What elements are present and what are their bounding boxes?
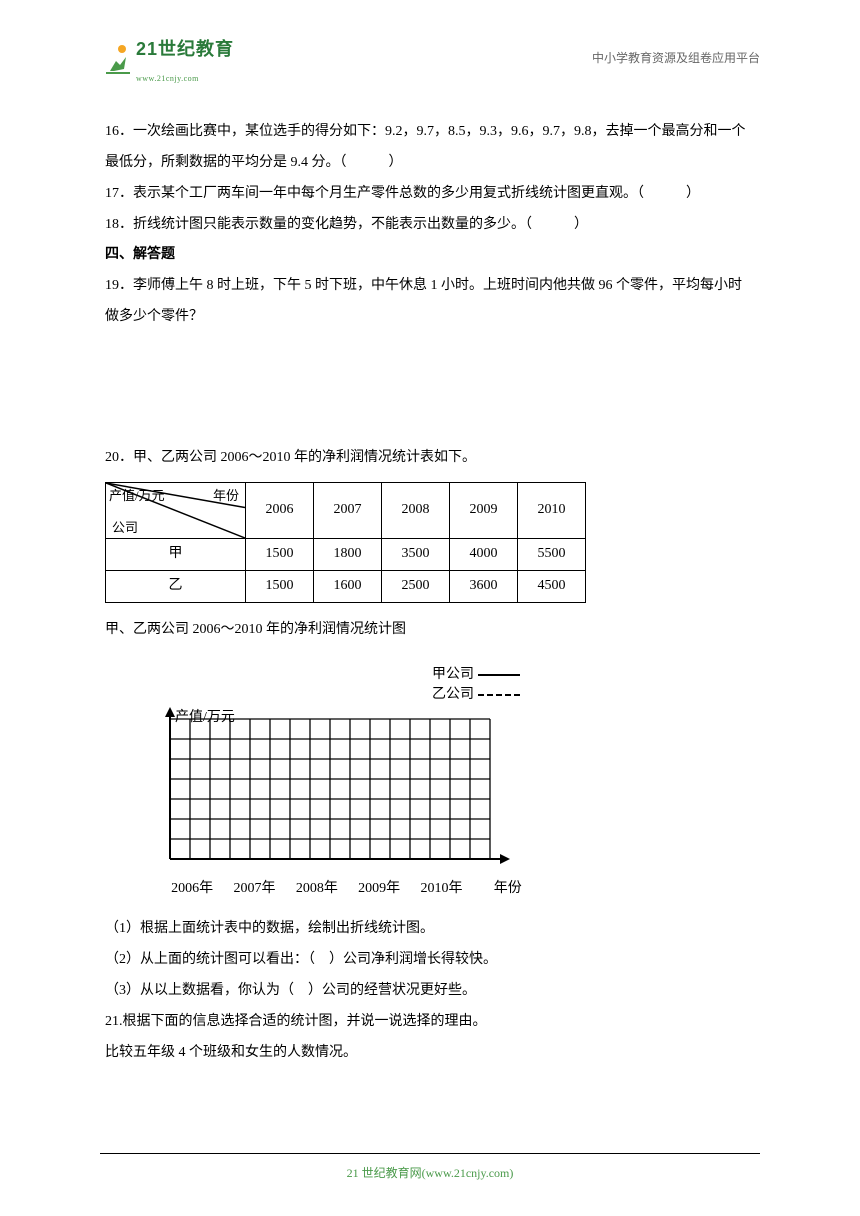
question-18: 18．折线统计图只能表示数量的变化趋势，不能表示出数量的多少。（ ） bbox=[105, 210, 755, 241]
data-cell: 4500 bbox=[518, 570, 586, 602]
y-axis-title: 产值/万元 bbox=[175, 703, 235, 734]
question-21-sub: 比较五年级 4 个班级和女生的人数情况。 bbox=[105, 1038, 755, 1069]
data-cell: 4000 bbox=[450, 538, 518, 570]
legend-a-label: 甲公司 bbox=[432, 665, 474, 685]
year-cell: 2007 bbox=[314, 482, 382, 538]
x-axis-labels: 2006年 2007年 2008年 2009年 2010年 年份 bbox=[115, 874, 535, 905]
footer-text: 21 世纪教育网(www.21cnjy.com) bbox=[347, 1166, 514, 1180]
year-cell: 2008 bbox=[382, 482, 450, 538]
legend-solid-line-icon bbox=[478, 674, 520, 676]
footer-divider bbox=[100, 1153, 760, 1154]
question-16: 16．一次绘画比赛中，某位选手的得分如下：9.2，9.7，8.5，9.3，9.6… bbox=[105, 117, 755, 179]
header-right-text: 中小学教育资源及组卷应用平台 bbox=[592, 45, 760, 71]
year-cell: 2010 bbox=[518, 482, 586, 538]
hdr-year: 年份 bbox=[213, 489, 239, 502]
logo-url: www.21cnjy.com bbox=[136, 70, 234, 88]
hdr-company: 公司 bbox=[112, 521, 138, 534]
x-tick: 2009年 bbox=[352, 874, 406, 905]
row-b-label: 乙 bbox=[106, 570, 246, 602]
legend-b-label: 乙公司 bbox=[432, 685, 474, 705]
question-19: 19．李师傅上午 8 时上班，下午 5 时下班，中午休息 1 小时。上班时间内他… bbox=[105, 271, 755, 333]
data-cell: 3500 bbox=[382, 538, 450, 570]
runner-icon bbox=[100, 41, 136, 77]
data-cell: 5500 bbox=[518, 538, 586, 570]
data-cell: 1600 bbox=[314, 570, 382, 602]
chart-legend: 甲公司 乙公司 bbox=[115, 665, 520, 704]
x-tick: 2010年 bbox=[414, 874, 468, 905]
x-axis-title: 年份 bbox=[481, 874, 535, 905]
question-20-3: （3）从以上数据看，你认为（ ）公司的经营状况更好些。 bbox=[105, 976, 755, 1007]
legend-dashed-line-icon bbox=[478, 694, 520, 696]
question-21: 21.根据下面的信息选择合适的统计图，并说一说选择的理由。 bbox=[105, 1007, 755, 1038]
year-cell: 2006 bbox=[246, 482, 314, 538]
logo: 21世纪教育 www.21cnjy.com bbox=[100, 30, 234, 87]
data-cell: 1500 bbox=[246, 538, 314, 570]
logo-title: 21世纪教育 bbox=[136, 30, 234, 70]
chart-caption: 甲、乙两公司 2006～2010 年的净利润情况统计图 bbox=[105, 615, 755, 646]
row-a-label: 甲 bbox=[106, 538, 246, 570]
section-4-title: 四、解答题 bbox=[105, 240, 755, 271]
data-cell: 3600 bbox=[450, 570, 518, 602]
x-tick: 2006年 bbox=[165, 874, 219, 905]
question-17: 17．表示某个工厂两车间一年中每个月生产零件总数的多少用复式折线统计图更直观。（… bbox=[105, 179, 755, 210]
year-cell: 2009 bbox=[450, 482, 518, 538]
chart-area: 产值/万元 5000 4000 3000 2000 1000 0 bbox=[115, 707, 535, 905]
data-cell: 1500 bbox=[246, 570, 314, 602]
page-header: 21世纪教育 www.21cnjy.com 中小学教育资源及组卷应用平台 bbox=[0, 0, 860, 107]
question-20-2: （2）从上面的统计图可以看出：（ ）公司净利润增长得较快。 bbox=[105, 945, 755, 976]
chart-block: 甲公司 乙公司 产值/万元 5000 4000 3000 2000 1000 0 bbox=[115, 665, 755, 904]
table-diagonal-header: 产值/万元 年份 公司 bbox=[106, 483, 245, 538]
profit-table: 产值/万元 年份 公司 2006 2007 2008 2009 2010 甲 1… bbox=[105, 482, 586, 603]
question-20-1: （1）根据上面统计表中的数据，绘制出折线统计图。 bbox=[105, 914, 755, 945]
page-content: 16．一次绘画比赛中，某位选手的得分如下：9.2，9.7，8.5，9.3，9.6… bbox=[0, 107, 860, 1068]
page-footer: 21 世纪教育网(www.21cnjy.com) bbox=[0, 1153, 860, 1186]
x-tick: 2007年 bbox=[227, 874, 281, 905]
hdr-value: 产值/万元 bbox=[109, 489, 165, 502]
question-20-intro: 20．甲、乙两公司 2006～2010 年的净利润情况统计表如下。 bbox=[105, 443, 755, 474]
data-cell: 2500 bbox=[382, 570, 450, 602]
x-tick: 2008年 bbox=[290, 874, 344, 905]
blank-workspace bbox=[105, 333, 755, 443]
data-cell: 1800 bbox=[314, 538, 382, 570]
